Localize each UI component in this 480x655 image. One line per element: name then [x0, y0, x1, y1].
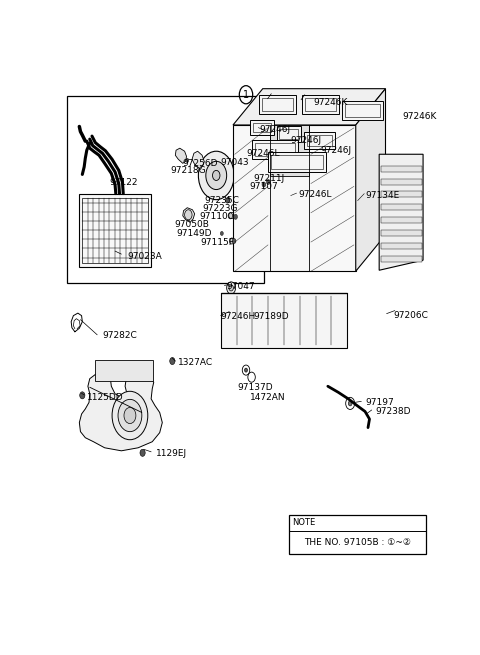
Text: 97050B: 97050B: [175, 220, 209, 229]
Circle shape: [262, 182, 266, 187]
Bar: [289, 515, 426, 553]
Text: 97238D: 97238D: [375, 407, 411, 416]
Text: NOTE: NOTE: [292, 517, 316, 527]
Bar: [252, 140, 298, 159]
Bar: [345, 103, 380, 117]
Circle shape: [140, 449, 145, 457]
Polygon shape: [379, 155, 423, 271]
Circle shape: [185, 210, 192, 220]
Circle shape: [266, 179, 270, 185]
Text: 1: 1: [243, 90, 249, 100]
Bar: [254, 143, 295, 157]
Text: THE NO. 97105B : ①~②: THE NO. 97105B : ①~②: [304, 538, 411, 548]
Text: 1472AN: 1472AN: [250, 393, 285, 402]
Text: 97137D: 97137D: [238, 383, 274, 392]
Bar: [381, 179, 421, 185]
Circle shape: [198, 151, 234, 200]
Bar: [381, 204, 421, 210]
Text: 97115F: 97115F: [201, 238, 235, 246]
Circle shape: [348, 401, 352, 406]
Circle shape: [124, 407, 136, 424]
Bar: [79, 194, 151, 267]
Text: 1327AC: 1327AC: [178, 358, 214, 367]
Text: 97110C: 97110C: [200, 212, 235, 221]
Bar: [304, 132, 335, 149]
Circle shape: [112, 391, 148, 440]
Text: 97107: 97107: [250, 182, 278, 191]
Bar: [305, 98, 336, 111]
Circle shape: [229, 238, 234, 244]
Bar: [252, 123, 271, 132]
Text: 1129EJ: 1129EJ: [156, 449, 187, 458]
Circle shape: [228, 213, 233, 219]
Text: 97197: 97197: [365, 398, 394, 407]
Text: 97047: 97047: [227, 282, 255, 291]
Bar: [221, 293, 347, 348]
Polygon shape: [356, 88, 385, 271]
Bar: [259, 95, 296, 114]
Text: 97246J: 97246J: [321, 145, 351, 155]
Bar: [67, 96, 264, 283]
Text: 97246K: 97246K: [313, 98, 348, 107]
Text: 97235C: 97235C: [204, 196, 239, 205]
Polygon shape: [79, 372, 162, 451]
Bar: [381, 191, 421, 197]
Text: 97282C: 97282C: [103, 331, 138, 341]
Text: 97134E: 97134E: [365, 191, 399, 200]
Circle shape: [206, 161, 227, 189]
Circle shape: [244, 368, 248, 372]
Polygon shape: [183, 208, 195, 222]
Bar: [342, 101, 383, 120]
Polygon shape: [175, 148, 186, 163]
Text: 1125DD: 1125DD: [87, 393, 124, 402]
Text: 97246L: 97246L: [246, 149, 279, 158]
Circle shape: [220, 231, 223, 235]
Polygon shape: [192, 151, 204, 170]
Circle shape: [213, 170, 220, 181]
Bar: [250, 120, 274, 135]
Text: 97246H: 97246H: [220, 312, 255, 321]
Text: 97189D: 97189D: [253, 312, 289, 321]
Text: 97246J: 97246J: [290, 136, 322, 145]
Text: 97122: 97122: [109, 178, 138, 187]
Circle shape: [227, 282, 236, 294]
Text: 97246L: 97246L: [298, 190, 332, 199]
Text: 97149D: 97149D: [176, 229, 212, 238]
Bar: [302, 95, 339, 114]
Text: 97246K: 97246K: [402, 112, 437, 121]
Text: 97043: 97043: [220, 159, 249, 167]
Bar: [96, 360, 153, 381]
Text: 97023A: 97023A: [128, 252, 162, 261]
Bar: [381, 230, 421, 236]
Circle shape: [226, 197, 230, 202]
Circle shape: [226, 198, 229, 203]
Bar: [271, 155, 323, 169]
Circle shape: [186, 159, 189, 162]
Bar: [279, 128, 298, 139]
Polygon shape: [233, 125, 356, 271]
Text: 97218G: 97218G: [171, 166, 206, 176]
Bar: [381, 166, 421, 172]
Circle shape: [234, 214, 238, 219]
Bar: [268, 152, 326, 172]
Circle shape: [170, 358, 175, 365]
Text: 97246J: 97246J: [259, 124, 290, 134]
Bar: [307, 134, 332, 146]
Bar: [270, 125, 309, 176]
Bar: [381, 243, 421, 249]
Text: 97256D: 97256D: [183, 159, 218, 168]
Text: 97211J: 97211J: [253, 174, 285, 183]
Circle shape: [118, 400, 142, 432]
Text: 97206C: 97206C: [393, 311, 428, 320]
Circle shape: [80, 392, 85, 399]
Circle shape: [229, 285, 233, 291]
Polygon shape: [233, 88, 385, 125]
Bar: [381, 256, 421, 262]
Bar: [381, 217, 421, 223]
Bar: [276, 126, 300, 141]
Text: 97223G: 97223G: [202, 204, 238, 214]
Bar: [262, 98, 293, 111]
Circle shape: [232, 238, 236, 244]
Bar: [82, 198, 148, 263]
